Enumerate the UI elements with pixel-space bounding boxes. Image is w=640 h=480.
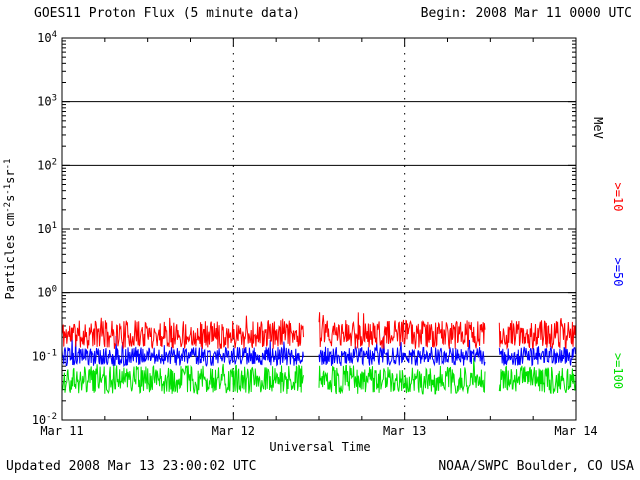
begin-timestamp: Begin: 2008 Mar 11 0000 UTC xyxy=(420,6,632,21)
svg-text:102: 102 xyxy=(37,157,57,172)
right-axis-labels: MeV >=10 >=50 >=100 xyxy=(591,117,625,389)
svg-text:100: 100 xyxy=(37,285,57,300)
svg-text:10-1: 10-1 xyxy=(32,348,57,363)
series->=100 xyxy=(62,358,576,395)
svg-text:101: 101 xyxy=(37,221,57,236)
svg-text:104: 104 xyxy=(37,30,57,45)
x-axis-title: Universal Time xyxy=(269,440,371,454)
series->=50 xyxy=(62,335,576,368)
svg-text:Particles cm-2s-1sr-1: Particles cm-2s-1sr-1 xyxy=(3,159,17,300)
svg-text:103: 103 xyxy=(37,94,57,109)
series-lines xyxy=(62,312,576,395)
updated-timestamp: Updated 2008 Mar 13 23:00:02 UTC xyxy=(6,459,257,474)
svg-text:Mar 14: Mar 14 xyxy=(554,424,597,438)
credit-text: NOAA/SWPC Boulder, CO USA xyxy=(438,459,634,474)
series->=10 xyxy=(62,312,576,350)
right-label-gege100: >=100 xyxy=(611,353,625,389)
right-label-mev: MeV xyxy=(591,117,605,139)
tick-labels: Mar 11 Mar 12 Mar 13 Mar 14 104 103 102 101 100 1… xyxy=(32,30,598,438)
chart-title: GOES11 Proton Flux (5 minute data) xyxy=(34,6,301,21)
svg-text:10-2: 10-2 xyxy=(32,412,57,427)
svg-text:Mar 12: Mar 12 xyxy=(212,424,255,438)
right-label-gege10: >=10 xyxy=(611,183,625,212)
svg-text:Mar 13: Mar 13 xyxy=(383,424,426,438)
svg-text:Mar 11: Mar 11 xyxy=(40,424,83,438)
plot-border xyxy=(61,37,577,421)
y-axis-title: Particles cm-2s-1sr-1 xyxy=(3,159,17,300)
right-label-gege50: >=50 xyxy=(611,258,625,287)
